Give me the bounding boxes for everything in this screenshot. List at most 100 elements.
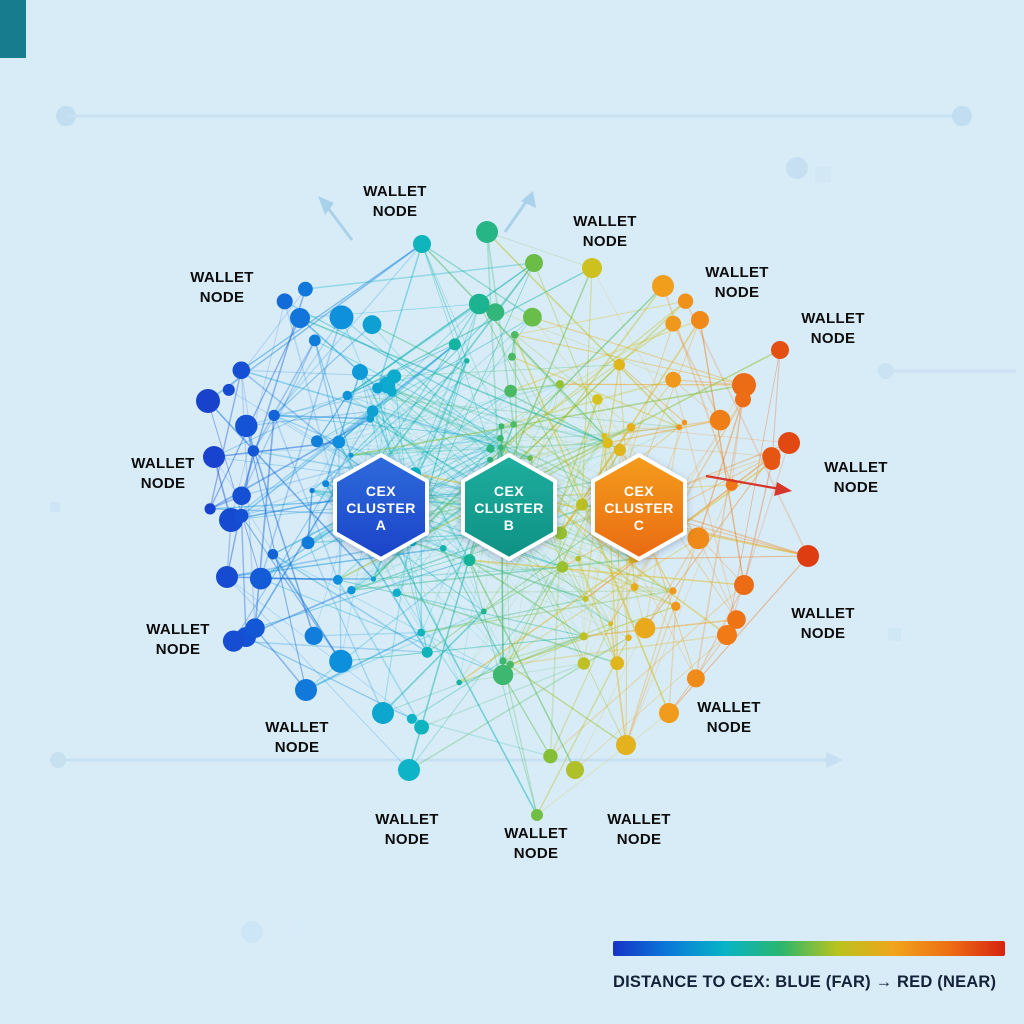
wallet-node	[579, 632, 588, 641]
wallet-node	[290, 308, 310, 328]
network-edge	[502, 537, 699, 662]
cluster-label-line2: CLUSTER	[346, 500, 416, 516]
network-edge	[420, 515, 629, 639]
decor-arrowhead	[521, 191, 536, 208]
network-edge	[458, 435, 605, 683]
network-edge	[697, 399, 744, 539]
network-edge	[305, 610, 485, 691]
network-edge	[581, 267, 593, 505]
wallet-node	[735, 391, 751, 408]
wallet-node	[329, 305, 354, 330]
network-edge	[549, 623, 612, 757]
network-edge	[338, 383, 561, 443]
wallet-node	[301, 536, 315, 550]
network-edge	[559, 383, 745, 386]
network-edge	[625, 538, 699, 746]
hexagon-shape	[333, 453, 429, 561]
network-edge	[350, 426, 680, 456]
network-edge	[372, 262, 535, 478]
network-edge	[340, 635, 584, 662]
network-edge	[299, 317, 506, 500]
wallet-node	[625, 634, 632, 641]
network-edge	[311, 360, 468, 492]
network-edge	[635, 555, 809, 560]
network-edge	[232, 418, 371, 642]
wallet-node	[691, 311, 709, 329]
network-edge	[501, 323, 674, 427]
cluster-label-line3: B	[504, 517, 515, 533]
network-edge	[273, 415, 339, 581]
network-edge	[316, 441, 336, 491]
wallet-node	[295, 679, 317, 701]
wallet-node	[329, 649, 353, 673]
wallet-node	[762, 447, 781, 466]
network-edge	[672, 323, 721, 421]
network-edge	[226, 576, 422, 728]
network-edge	[252, 340, 316, 452]
wallet-node	[352, 364, 368, 380]
wallet-node	[276, 293, 293, 310]
network-edge	[273, 391, 392, 417]
wallet-node	[510, 421, 517, 428]
wallet-node	[669, 587, 677, 595]
network-edge	[307, 483, 327, 543]
wallet-node	[372, 702, 394, 724]
network-edge	[583, 558, 637, 664]
wallet-node-label: WALLET NODE	[697, 699, 761, 736]
decor-circle	[291, 919, 305, 933]
wallet-node	[222, 383, 235, 396]
wallet-node	[304, 626, 323, 646]
legend-caption: DISTANCE TO CEX: BLUE (FAR) → RED (NEAR)	[613, 973, 997, 991]
network-edge	[316, 395, 348, 442]
network-edge	[469, 559, 745, 586]
network-edge	[514, 334, 632, 428]
wallet-node	[298, 281, 313, 297]
wallet-node	[486, 303, 505, 322]
wallet-node	[232, 486, 251, 506]
network-edge	[583, 637, 629, 664]
network-edge	[359, 371, 471, 561]
wallet-node	[421, 646, 433, 658]
network-edge	[532, 316, 745, 386]
wallet-node	[610, 656, 625, 671]
network-edge	[478, 303, 583, 505]
network-edge	[495, 262, 535, 313]
network-edge	[421, 243, 606, 437]
decor-circle	[241, 921, 263, 943]
network-edge	[517, 532, 676, 607]
network-edge	[510, 605, 676, 666]
wallet-node	[492, 664, 514, 686]
wallet-node	[771, 341, 789, 359]
network-edge	[299, 317, 608, 444]
wallet-node-label: WALLET NODE	[791, 605, 855, 642]
network-edge	[502, 674, 552, 757]
network-edge	[240, 343, 456, 517]
wallet-node-label: WALLET NODE	[504, 825, 568, 862]
wallet-node	[322, 480, 330, 488]
network-edge	[391, 303, 480, 393]
wallet-node	[665, 371, 682, 388]
network-edge	[391, 391, 485, 612]
network-edge	[311, 356, 513, 492]
wallet-node	[413, 235, 431, 253]
wallet-node	[499, 657, 507, 665]
network-edge	[504, 285, 664, 500]
network-edge	[672, 379, 721, 421]
network-edge	[230, 301, 286, 521]
network-edge	[632, 559, 697, 679]
network-edge	[468, 559, 585, 637]
network-edge	[350, 384, 745, 457]
wallet-node	[778, 432, 800, 454]
wallet-node	[398, 759, 420, 781]
network-edge	[393, 375, 502, 427]
network-edge	[510, 634, 728, 666]
wallet-node-label: WALLET NODE	[190, 269, 254, 306]
wallet-node	[487, 456, 494, 463]
network-edge	[350, 437, 501, 457]
network-edge	[672, 379, 738, 620]
network-edge	[324, 371, 361, 484]
hexagon-shape	[591, 453, 687, 561]
network-edge	[607, 419, 721, 444]
network-edge	[338, 343, 456, 443]
network-edge	[396, 592, 460, 683]
